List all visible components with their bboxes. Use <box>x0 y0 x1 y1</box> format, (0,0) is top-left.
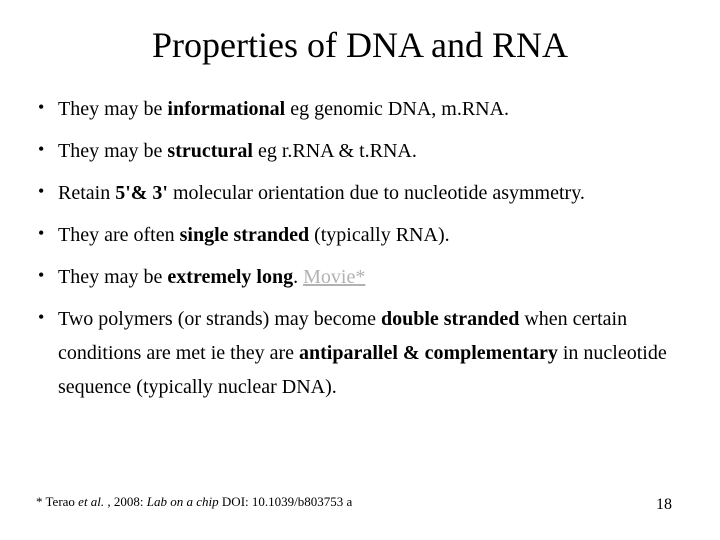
list-item: They may be structural eg r.RNA & t.RNA. <box>36 134 684 168</box>
slide: Properties of DNA and RNA They may be in… <box>0 0 720 540</box>
bullet-text: structural <box>167 140 253 162</box>
footnote-italic: Lab on a chip <box>147 494 219 509</box>
list-item: They may be informational eg genomic DNA… <box>36 92 684 126</box>
list-item: They are often single stranded (typicall… <box>36 218 684 252</box>
bullet-text: antiparallel & complementary <box>299 342 558 364</box>
bullet-text: (typically RNA). <box>309 224 450 246</box>
bullet-text: eg r.RNA & t.RNA. <box>253 140 417 162</box>
bullet-text: double stranded <box>381 308 519 330</box>
bullet-text: informational <box>167 98 285 120</box>
bullet-text: extremely long <box>167 266 293 288</box>
bullet-text: They are often <box>58 224 180 246</box>
page-title: Properties of DNA and RNA <box>36 24 684 66</box>
bullet-text: They may be <box>58 140 167 162</box>
bullet-text: Retain <box>58 182 115 204</box>
bullet-text: Two polymers (or strands) may become <box>58 308 381 330</box>
bullet-text: . <box>293 266 303 288</box>
bullet-text: 5'& 3' <box>115 182 168 204</box>
page-number: 18 <box>656 496 672 514</box>
bullet-text: They may be <box>58 266 167 288</box>
bullet-text: single stranded <box>180 224 309 246</box>
footnote-italic: et al. <box>78 494 104 509</box>
bullet-text: molecular orientation due to nucleotide … <box>168 182 585 204</box>
footnote-suffix: DOI: 10.1039/b803753 a <box>219 494 353 509</box>
list-item: They may be extremely long. Movie* <box>36 260 684 294</box>
bullet-list: They may be informational eg genomic DNA… <box>36 92 684 404</box>
list-item: Two polymers (or strands) may become dou… <box>36 302 684 404</box>
footnote-mid: , 2008: <box>104 494 147 509</box>
bullet-text: They may be <box>58 98 167 120</box>
movie-link[interactable]: Movie* <box>303 266 365 288</box>
list-item: Retain 5'& 3' molecular orientation due … <box>36 176 684 210</box>
footnote-prefix: * Terao <box>36 494 78 509</box>
bullet-text: eg genomic DNA, m.RNA. <box>285 98 509 120</box>
footnote: * Terao et al. , 2008: Lab on a chip DOI… <box>36 494 352 510</box>
